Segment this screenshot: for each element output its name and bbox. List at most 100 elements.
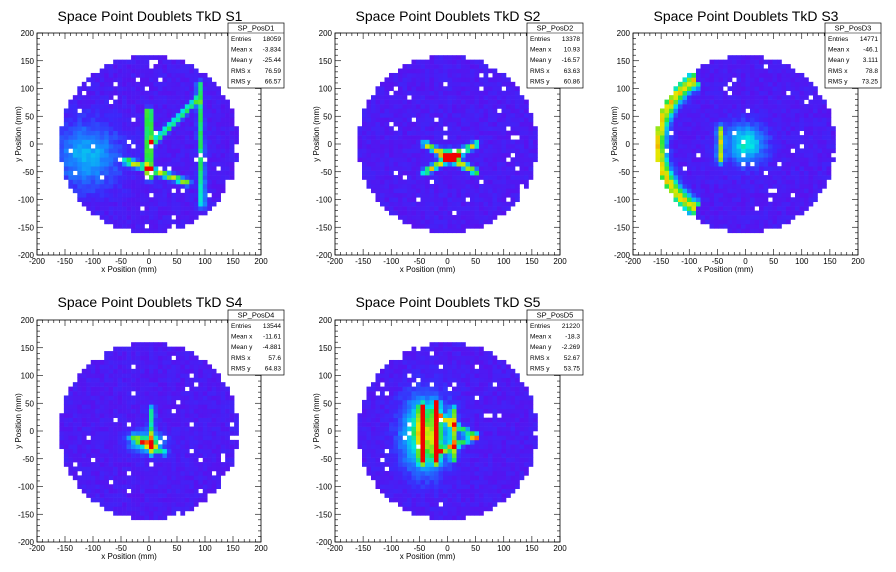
heatmap-bin <box>745 183 751 189</box>
heatmap-bin <box>813 86 818 92</box>
heatmap-bin <box>202 192 208 198</box>
heatmap-bin <box>375 86 381 92</box>
heatmap-bin <box>113 77 118 83</box>
heatmap-bin <box>817 144 823 149</box>
heatmap-bin <box>420 206 426 211</box>
heatmap-bin <box>429 157 435 163</box>
heatmap-bin <box>723 135 728 140</box>
heatmap-bin <box>470 95 475 100</box>
heatmap-bin <box>732 55 737 60</box>
heatmap-bin <box>357 135 363 140</box>
heatmap-bin <box>144 359 150 365</box>
heatmap-bin <box>795 166 800 171</box>
heatmap-bin <box>171 201 177 207</box>
heatmap-bin <box>727 121 733 127</box>
heatmap-bin <box>175 175 181 180</box>
heatmap-bin <box>149 377 154 383</box>
heatmap-bin <box>781 72 787 78</box>
heatmap-bin <box>389 210 394 216</box>
heatmap-bin <box>366 161 372 167</box>
heatmap-bin <box>470 152 475 158</box>
heatmap-bin <box>407 112 412 118</box>
heatmap-bin <box>772 135 778 140</box>
heatmap-bin <box>510 161 516 167</box>
heatmap-bin <box>438 112 444 118</box>
heatmap-bin <box>81 426 87 432</box>
heatmap-bin <box>736 183 742 189</box>
heatmap-bin <box>826 121 832 127</box>
heatmap-bin <box>99 117 105 123</box>
heatmap-bin <box>817 95 823 100</box>
heatmap-bin <box>452 72 457 78</box>
heatmap-bin <box>175 215 181 220</box>
heatmap-bin <box>402 72 408 78</box>
heatmap-bin <box>664 121 670 127</box>
heatmap-bin <box>393 77 399 83</box>
heatmap-bin <box>175 157 181 163</box>
heatmap-bin <box>474 148 480 154</box>
heatmap-bin <box>682 201 688 207</box>
heatmap-bin <box>371 139 376 145</box>
heatmap-bin <box>700 72 706 78</box>
heatmap-bin <box>411 139 417 145</box>
heatmap-bin <box>411 170 417 176</box>
heatmap-bin <box>727 183 733 189</box>
heatmap-bin <box>126 210 132 216</box>
heatmap-bin <box>741 206 746 211</box>
heatmap-bin <box>691 152 697 158</box>
heatmap-bin <box>461 144 466 149</box>
heatmap-bin <box>135 152 141 158</box>
heatmap-bin <box>157 219 163 225</box>
heatmap-bin <box>777 117 782 123</box>
heatmap-bin <box>104 170 109 176</box>
heatmap-bin <box>673 175 679 180</box>
heatmap-bin <box>104 470 109 476</box>
heatmap-bin <box>497 121 502 127</box>
heatmap-bin <box>795 157 800 163</box>
heatmap-bin <box>198 166 204 171</box>
heatmap-bin <box>86 206 92 211</box>
heatmap-bin <box>122 183 127 189</box>
heatmap-bin <box>515 126 520 131</box>
heatmap-bin <box>709 121 715 127</box>
heatmap-bin <box>447 157 453 163</box>
heatmap-bin <box>434 90 439 96</box>
heatmap-bin <box>727 99 733 105</box>
heatmap-bin <box>117 386 123 392</box>
heatmap-bin <box>135 179 141 185</box>
heatmap-bin <box>77 126 83 131</box>
heatmap-bin <box>777 148 782 154</box>
heatmap-bin <box>479 59 484 65</box>
heatmap-bin <box>140 413 145 418</box>
heatmap-bin <box>104 192 109 198</box>
heatmap-bin <box>117 112 123 118</box>
heatmap-bin <box>447 197 453 203</box>
heatmap-bin <box>126 170 132 176</box>
heatmap-bin <box>162 192 168 198</box>
heatmap-bin <box>59 422 65 427</box>
heatmap-bin <box>799 152 805 158</box>
heatmap-bin <box>790 166 796 171</box>
heatmap-bin <box>425 86 430 92</box>
heatmap-bin <box>140 130 145 136</box>
heatmap-bin <box>122 395 127 401</box>
heatmap-bin <box>104 121 109 127</box>
heatmap-bin <box>407 72 412 78</box>
heatmap-bin <box>131 439 136 445</box>
heatmap-bin <box>524 117 529 123</box>
stats-label: RMS x <box>231 68 251 75</box>
heatmap-bin <box>660 166 665 171</box>
heatmap-bin <box>519 130 525 136</box>
heatmap-bin <box>216 152 221 158</box>
heatmap-bin <box>781 157 787 163</box>
heatmap-bin <box>122 81 127 87</box>
heatmap-bin <box>777 95 782 100</box>
heatmap-bin <box>718 126 724 131</box>
heatmap-bin <box>488 188 493 194</box>
heatmap-bin <box>416 175 421 180</box>
heatmap-bin <box>113 404 118 410</box>
heatmap-bin <box>207 170 213 176</box>
heatmap-bin <box>425 161 430 167</box>
heatmap-bin <box>804 104 809 109</box>
heatmap-bin <box>126 90 132 96</box>
